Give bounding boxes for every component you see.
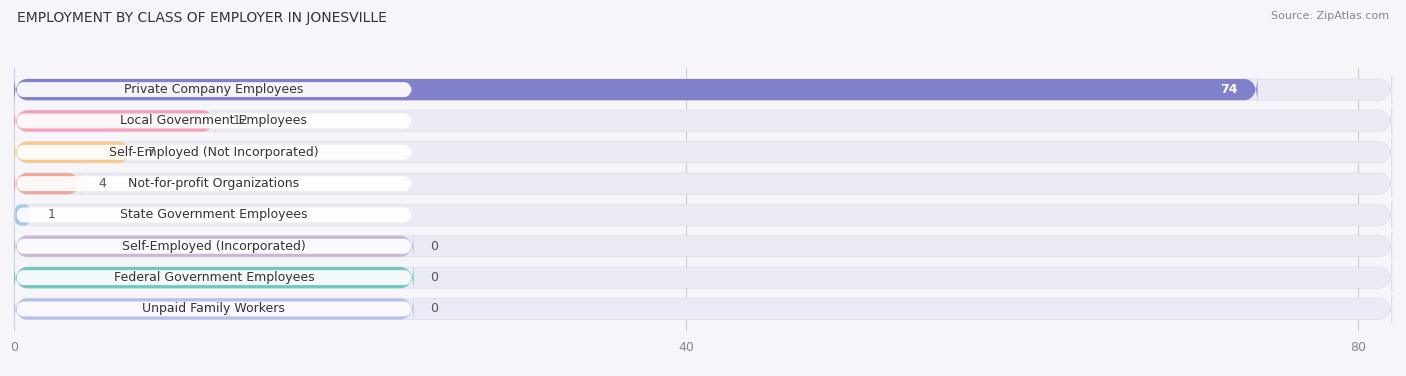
- FancyBboxPatch shape: [14, 294, 1392, 323]
- FancyBboxPatch shape: [14, 75, 1257, 104]
- FancyBboxPatch shape: [14, 204, 31, 226]
- Text: Source: ZipAtlas.com: Source: ZipAtlas.com: [1271, 11, 1389, 21]
- FancyBboxPatch shape: [14, 232, 413, 261]
- FancyBboxPatch shape: [14, 138, 132, 167]
- Text: 1: 1: [48, 208, 56, 221]
- FancyBboxPatch shape: [14, 169, 82, 198]
- FancyBboxPatch shape: [14, 263, 413, 292]
- FancyBboxPatch shape: [14, 263, 1392, 292]
- Text: Federal Government Employees: Federal Government Employees: [114, 271, 314, 284]
- Text: Local Government Employees: Local Government Employees: [121, 114, 308, 127]
- Text: 74: 74: [1220, 83, 1237, 96]
- FancyBboxPatch shape: [14, 294, 413, 323]
- Text: State Government Employees: State Government Employees: [120, 208, 308, 221]
- FancyBboxPatch shape: [14, 75, 1392, 104]
- FancyBboxPatch shape: [14, 169, 1392, 198]
- Text: Self-Employed (Incorporated): Self-Employed (Incorporated): [122, 240, 305, 253]
- Text: Self-Employed (Not Incorporated): Self-Employed (Not Incorporated): [110, 146, 319, 159]
- FancyBboxPatch shape: [15, 145, 412, 160]
- Text: 0: 0: [430, 240, 439, 253]
- Text: Private Company Employees: Private Company Employees: [124, 83, 304, 96]
- FancyBboxPatch shape: [15, 302, 412, 317]
- FancyBboxPatch shape: [15, 239, 412, 254]
- FancyBboxPatch shape: [15, 82, 412, 97]
- FancyBboxPatch shape: [15, 176, 412, 191]
- FancyBboxPatch shape: [14, 232, 1392, 261]
- Text: 0: 0: [430, 271, 439, 284]
- Text: 0: 0: [430, 302, 439, 315]
- FancyBboxPatch shape: [15, 270, 412, 285]
- FancyBboxPatch shape: [14, 200, 1392, 229]
- Text: 4: 4: [98, 177, 105, 190]
- Text: 12: 12: [232, 114, 249, 127]
- Text: EMPLOYMENT BY CLASS OF EMPLOYER IN JONESVILLE: EMPLOYMENT BY CLASS OF EMPLOYER IN JONES…: [17, 11, 387, 25]
- FancyBboxPatch shape: [14, 106, 1392, 135]
- FancyBboxPatch shape: [15, 114, 412, 129]
- Text: Not-for-profit Organizations: Not-for-profit Organizations: [128, 177, 299, 190]
- FancyBboxPatch shape: [15, 208, 412, 223]
- FancyBboxPatch shape: [14, 106, 215, 135]
- Text: Unpaid Family Workers: Unpaid Family Workers: [142, 302, 285, 315]
- Text: 7: 7: [149, 146, 156, 159]
- FancyBboxPatch shape: [14, 138, 1392, 167]
